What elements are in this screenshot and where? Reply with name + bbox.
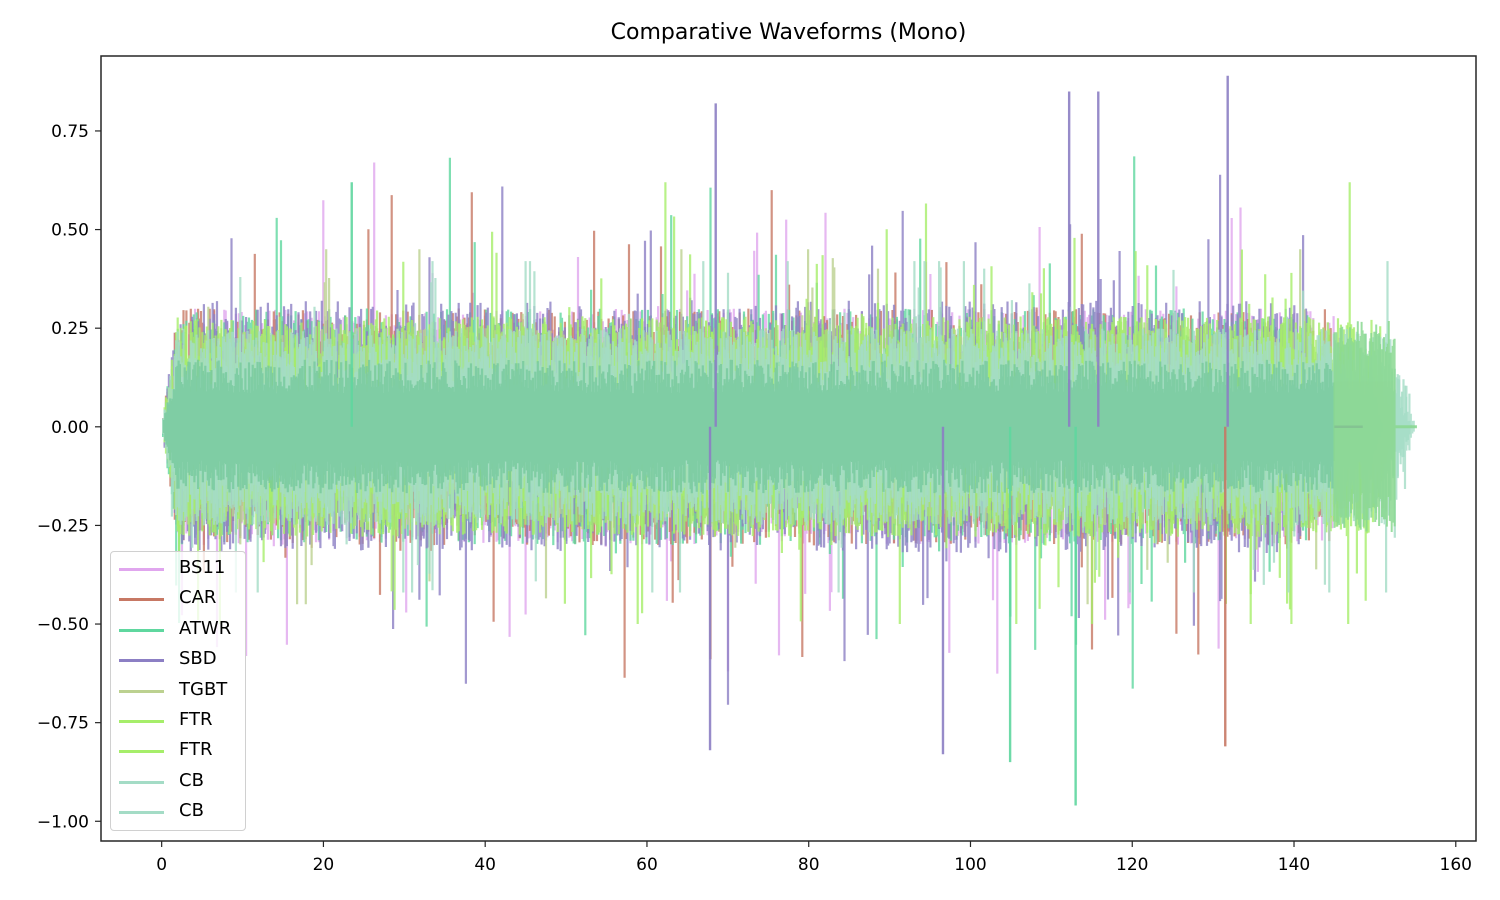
legend-label: FTR xyxy=(179,709,213,730)
x-tick-label: 60 xyxy=(636,855,658,875)
legend-swatch xyxy=(119,629,164,632)
legend-label: CAR xyxy=(179,587,217,608)
chart-title: Comparative Waveforms (Mono) xyxy=(610,20,967,45)
legend-swatch xyxy=(119,598,164,601)
waveform-lines xyxy=(162,75,1417,806)
y-tick-label: 0.25 xyxy=(51,319,89,339)
legend-label: ATWR xyxy=(179,618,232,639)
x-tick-label: 120 xyxy=(1116,855,1148,875)
legend-swatch xyxy=(119,720,164,723)
legend-item-ftr-2: FTR xyxy=(111,736,247,766)
legend: BS11 CAR ATWR SBD TGBT FTR FTR CB xyxy=(110,551,246,831)
x-axis: 0 20 40 60 80 100 120 140 160 xyxy=(156,841,1472,875)
legend-label: BS11 xyxy=(179,557,226,578)
y-tick-label: −0.25 xyxy=(37,516,89,536)
y-tick-label: −0.75 xyxy=(37,714,89,734)
y-tick-label: 0.00 xyxy=(51,418,89,438)
y-tick-label: −1.00 xyxy=(37,812,89,832)
x-tick-label: 140 xyxy=(1278,855,1310,875)
y-tick-label: 0.50 xyxy=(51,221,89,241)
legend-item-cb-1: CB xyxy=(111,767,247,797)
legend-item-car: CAR xyxy=(111,584,247,614)
legend-label: SBD xyxy=(179,648,217,669)
legend-item-atwr: ATWR xyxy=(111,615,247,645)
notable-peaks xyxy=(350,75,1229,806)
waveform-tail xyxy=(1333,321,1417,532)
legend-item-sbd: SBD xyxy=(111,645,247,675)
axes-frame xyxy=(100,55,1477,842)
y-tick-label: −0.50 xyxy=(37,615,89,635)
legend-label: CB xyxy=(179,770,204,791)
legend-item-bs11: BS11 xyxy=(111,554,247,584)
waveform-core-band xyxy=(163,359,1335,494)
legend-label: CB xyxy=(179,800,204,821)
legend-item-ftr-1: FTR xyxy=(111,706,247,736)
legend-label: FTR xyxy=(179,739,213,760)
x-tick-label: 100 xyxy=(954,855,986,875)
legend-item-cb-2: CB xyxy=(111,797,247,827)
x-tick-label: 0 xyxy=(156,855,167,875)
legend-item-tgbt: TGBT xyxy=(111,676,247,706)
legend-swatch xyxy=(119,659,164,662)
legend-swatch xyxy=(119,811,164,814)
y-axis: 0.75 0.50 0.25 0.00 −0.25 −0.50 −0.75 −1.00 xyxy=(37,122,101,832)
x-tick-label: 160 xyxy=(1440,855,1472,875)
legend-swatch xyxy=(119,750,164,753)
x-tick-label: 20 xyxy=(313,855,335,875)
legend-label: TGBT xyxy=(179,679,228,700)
y-tick-label: 0.75 xyxy=(51,122,89,142)
legend-swatch xyxy=(119,781,164,784)
x-tick-label: 80 xyxy=(798,855,820,875)
x-tick-label: 40 xyxy=(474,855,496,875)
legend-swatch xyxy=(119,690,164,693)
legend-swatch xyxy=(119,568,164,571)
